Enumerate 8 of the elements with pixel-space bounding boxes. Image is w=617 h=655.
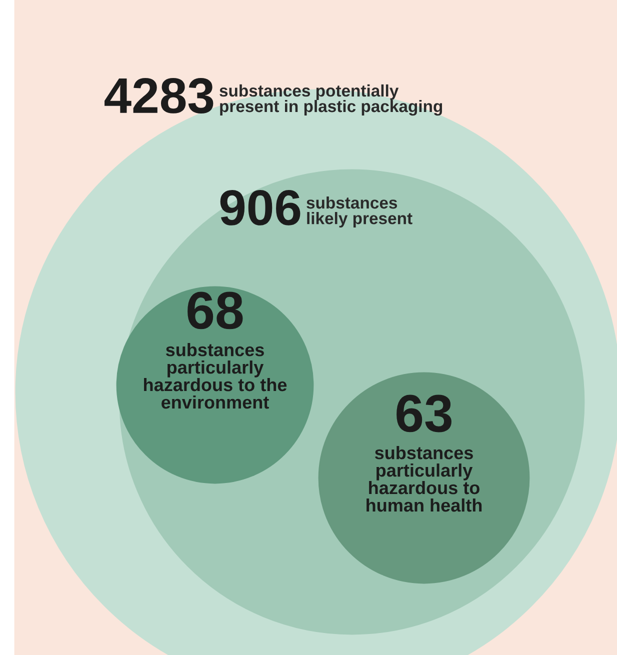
category-label: substances particularly hazardous to the environment [144,343,287,409]
data-label: 4283 [104,78,214,114]
category-label: substances likely present [306,196,412,228]
data-label: 68 [188,292,243,330]
category-label: substances particularly hazardous to human health [366,446,482,512]
data-label: 63 [396,394,452,432]
category-label: substances potentially present in plastic packaging [220,84,442,116]
data-label: 906 [220,190,300,226]
